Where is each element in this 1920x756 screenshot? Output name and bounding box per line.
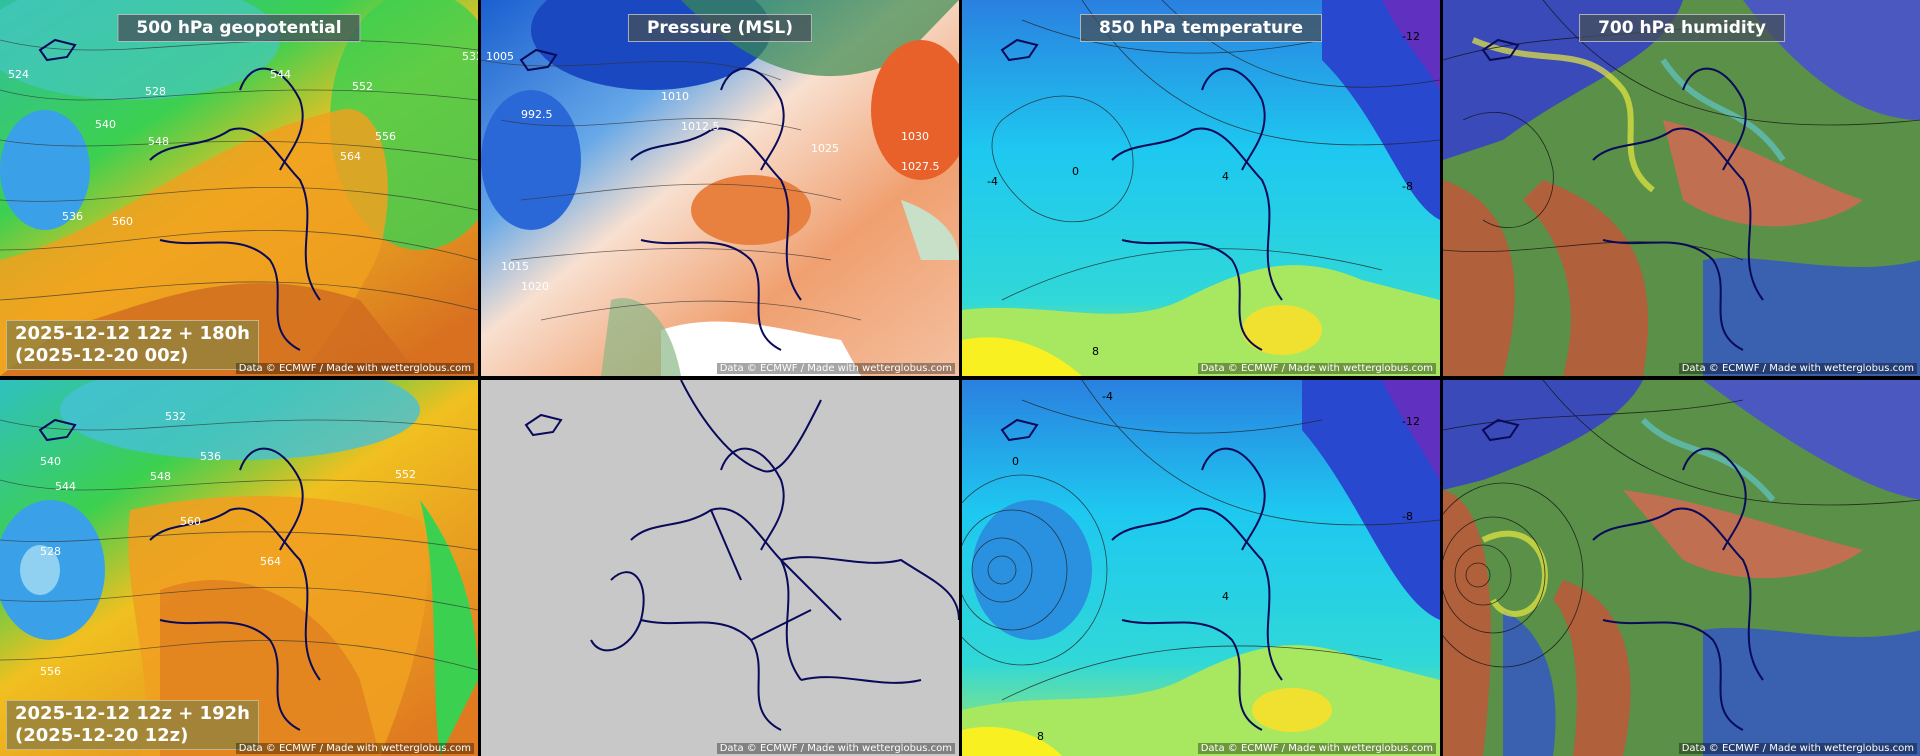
panel-title: 850 hPa temperature <box>1080 14 1322 42</box>
contour-label: 1015 <box>501 260 529 273</box>
contour-label: 532 <box>165 410 186 423</box>
geopotential-map-192h: 528 532 536 540 544 548 552 556 560 564 <box>0 380 478 756</box>
panel-geopotential-192h[interactable]: 528 532 536 540 544 548 552 556 560 564 … <box>0 380 478 756</box>
contour-label: 536 <box>200 450 221 463</box>
contour-label: 1020 <box>521 280 549 293</box>
contour-label: 548 <box>150 470 171 483</box>
panel-pressure-180h[interactable]: 992.5 1005 1010 1015 1020 1025 1030 1027… <box>481 0 959 376</box>
valid-time-line: (2025-12-20 12z) <box>15 725 189 746</box>
data-credit: Data © ECMWF / Made with wetterglobus.co… <box>716 743 955 754</box>
contour-label: 564 <box>340 150 361 163</box>
contour-label: 1005 <box>486 50 514 63</box>
data-credit: Data © ECMWF / Made with wetterglobus.co… <box>1197 743 1436 754</box>
panel-pressure-192h[interactable]: Data © ECMWF / Made with wetterglobus.co… <box>481 380 959 756</box>
data-credit: Data © ECMWF / Made with wetterglobus.co… <box>1678 743 1917 754</box>
contour-label: 1010 <box>661 90 689 103</box>
pressure-map-192h-empty <box>481 380 959 756</box>
contour-label: -8 <box>1402 510 1413 523</box>
contour-label: 8 <box>1037 730 1044 743</box>
contour-label: 532 <box>462 50 478 63</box>
contour-label: 564 <box>260 555 281 568</box>
data-credit: Data © ECMWF / Made with wetterglobus.co… <box>235 743 474 754</box>
contour-label: 0 <box>1072 165 1079 178</box>
contour-label: 556 <box>40 665 61 678</box>
contour-label: 4 <box>1222 170 1229 183</box>
contour-label: -8 <box>1402 180 1413 193</box>
contour-label: 528 <box>145 85 166 98</box>
contour-label: 8 <box>1092 345 1099 358</box>
valid-time-line: (2025-12-20 00z) <box>15 345 189 366</box>
panel-humidity-192h[interactable]: Data © ECMWF / Made with wetterglobus.co… <box>1443 380 1920 756</box>
run-time-label: 2025-12-12 12z + 180h (2025-12-20 00z) <box>6 320 259 370</box>
contour-label: -12 <box>1402 30 1420 43</box>
contour-label: 548 <box>148 135 169 148</box>
data-credit: Data © ECMWF / Made with wetterglobus.co… <box>1678 363 1917 374</box>
panel-title: 700 hPa humidity <box>1579 14 1785 42</box>
contour-label: 0 <box>1012 455 1019 468</box>
contour-label: 556 <box>375 130 396 143</box>
temperature-map-180h: -4 0 4 8 -8 -12 <box>962 0 1440 376</box>
humidity-map-192h <box>1443 380 1920 756</box>
data-credit: Data © ECMWF / Made with wetterglobus.co… <box>235 363 474 374</box>
contour-label: 540 <box>95 118 116 131</box>
contour-label: 524 <box>8 68 29 81</box>
pressure-map-180h: 992.5 1005 1010 1015 1020 1025 1030 1027… <box>481 0 959 376</box>
contour-label: 544 <box>55 480 76 493</box>
panel-temperature-180h[interactable]: -4 0 4 8 -8 -12 850 hPa temperature Data… <box>962 0 1440 376</box>
contour-label: 552 <box>352 80 373 93</box>
contour-label: 528 <box>40 545 61 558</box>
temperature-map-192h: -4 0 4 8 -8 -12 <box>962 380 1440 756</box>
contour-label: 536 <box>62 210 83 223</box>
data-credit: Data © ECMWF / Made with wetterglobus.co… <box>716 363 955 374</box>
contour-label: 1027.5 <box>901 160 940 173</box>
contour-label: 1030 <box>901 130 929 143</box>
run-time-label: 2025-12-12 12z + 192h (2025-12-20 12z) <box>6 700 259 750</box>
contour-label: 1012.5 <box>681 120 720 133</box>
panel-title: 500 hPa geopotential <box>117 14 361 42</box>
run-time-line: 2025-12-12 12z + 180h <box>15 323 250 344</box>
humidity-map-180h <box>1443 0 1920 376</box>
panel-title: Pressure (MSL) <box>627 14 813 42</box>
run-time-line: 2025-12-12 12z + 192h <box>15 703 250 724</box>
panel-humidity-180h[interactable]: 700 hPa humidity Data © ECMWF / Made wit… <box>1443 0 1920 376</box>
contour-label: 552 <box>395 468 416 481</box>
contour-label: 1025 <box>811 142 839 155</box>
contour-label: 544 <box>270 68 291 81</box>
contour-label: -12 <box>1402 415 1420 428</box>
contour-label: 560 <box>112 215 133 228</box>
panel-temperature-192h[interactable]: -4 0 4 8 -8 -12 Data © ECMWF / Made with… <box>962 380 1440 756</box>
contour-label: 560 <box>180 515 201 528</box>
contour-label: 4 <box>1222 590 1229 603</box>
data-credit: Data © ECMWF / Made with wetterglobus.co… <box>1197 363 1436 374</box>
contour-label: 992.5 <box>521 108 553 121</box>
contour-label: -4 <box>987 175 998 188</box>
contour-label: -4 <box>1102 390 1113 403</box>
contour-label: 540 <box>40 455 61 468</box>
panel-geopotential-180h[interactable]: 524 528 536 540 544 548 552 556 560 564 … <box>0 0 478 376</box>
